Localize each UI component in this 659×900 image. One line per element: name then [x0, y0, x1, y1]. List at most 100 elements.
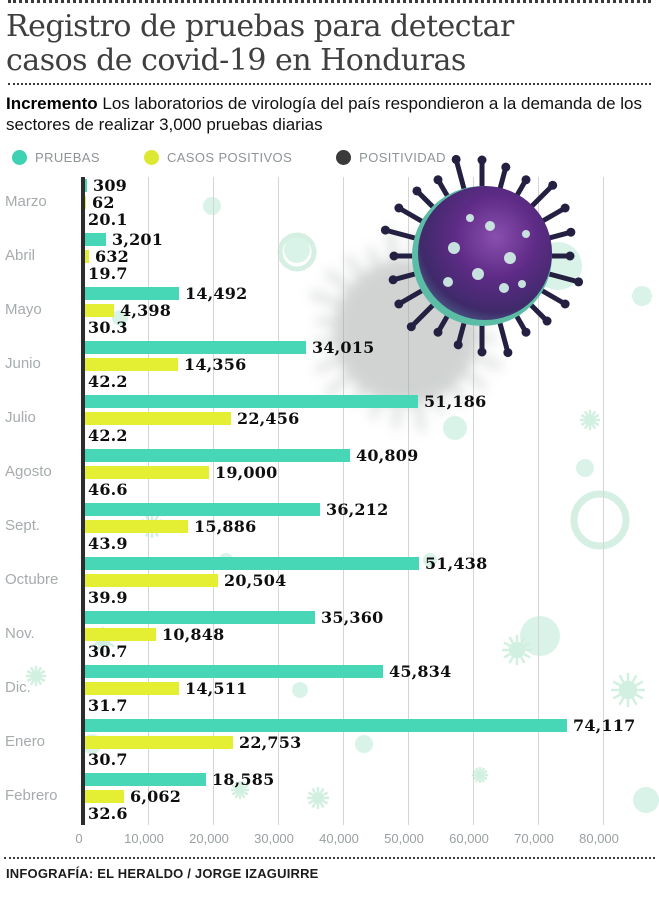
- row-bars: 40,809 19,000 46.6: [85, 446, 659, 499]
- decor-shape: [40, 677, 46, 683]
- pruebas-bar: [85, 611, 315, 625]
- casos-bar-line: 632: [85, 247, 659, 267]
- row-bars: 3,201 632 19.7: [85, 230, 659, 283]
- decor-shape: [243, 791, 249, 796]
- decor-shape: [475, 770, 485, 780]
- decor-shape: [307, 799, 314, 805]
- footer-dotted-rule: [4, 856, 655, 859]
- pruebas-bar: [85, 341, 306, 355]
- grid-line: [148, 176, 149, 825]
- positividad-line: 46.6: [85, 480, 659, 499]
- decor-shape: [241, 793, 246, 799]
- casos-positivos-bar: [85, 250, 89, 264]
- grid-line: [538, 176, 539, 825]
- grid-line: [213, 176, 214, 825]
- virus-shadow-spike: [451, 362, 487, 390]
- pruebas-bar-line: 45,834: [85, 662, 659, 681]
- grid-line: [278, 176, 279, 825]
- casos-bar-line: 6,062: [85, 787, 659, 806]
- chart-subtitle: Incremento Los laboratorios de virología…: [6, 93, 653, 136]
- virus-surface-dot: [485, 221, 495, 231]
- decor-blob: [633, 787, 659, 813]
- bar-value-label: 74,117: [573, 716, 636, 736]
- positividad-line: 32.6: [85, 804, 659, 824]
- positividad-value-label: 42.2: [88, 372, 128, 392]
- decor-blob: [112, 310, 128, 326]
- positividad-value-label: 32.6: [88, 804, 128, 824]
- bar-value-label: 309: [93, 176, 127, 196]
- legend-label: CASOS POSITIVOS: [166, 149, 293, 165]
- bar-value-label: 18,585: [212, 770, 275, 790]
- bar-value-label: 20,504: [224, 571, 287, 591]
- chart-row: Nov. 35,360 10,848 30.7: [0, 608, 659, 663]
- pruebas-bar-line: 51,438: [85, 554, 659, 573]
- decor-shape: [319, 802, 325, 809]
- decor-shape: [307, 791, 314, 797]
- row-bars: 14,492 4,398 30.3: [85, 284, 659, 337]
- bar-value-label: 632: [95, 247, 129, 267]
- casos-positivos-bar: [85, 196, 86, 210]
- decor-shape: [503, 653, 511, 659]
- pruebas-bar-line: 74,117: [85, 716, 659, 736]
- virus-shadow-spike: [325, 364, 363, 396]
- legend-dot-icon: [143, 149, 159, 165]
- row-bars: 18,585 6,062 32.6: [85, 770, 659, 824]
- decor-shape: [474, 767, 479, 772]
- casos-positivos-bar: [85, 682, 179, 696]
- decor-shape: [612, 680, 621, 687]
- chart-row: Sept. 36,212 15,886 43.9: [0, 500, 659, 555]
- virus-spike-knob: [574, 277, 584, 287]
- casos-positivos-bar: [85, 574, 218, 588]
- legend-item: PRUEBAS: [12, 149, 100, 165]
- virus-spike-knob: [521, 327, 531, 337]
- positividad-line: 20.1: [85, 210, 659, 230]
- virus-shadow-spike: [309, 291, 353, 312]
- pruebas-bar-line: 51,186: [85, 392, 659, 411]
- virus-spike-knob: [406, 322, 416, 332]
- virus-spike-knob: [394, 203, 404, 213]
- decor-virus-doodle: [580, 410, 600, 430]
- x-tick-label: 80,000: [579, 830, 619, 846]
- virus-surface-dot: [499, 283, 509, 293]
- decor-shape: [95, 645, 101, 652]
- month-label: Nov.: [5, 624, 35, 642]
- virus-spike-knob: [477, 347, 487, 357]
- month-label: Julio: [5, 408, 36, 426]
- decor-shape: [231, 791, 237, 796]
- virus-shadow-spike: [312, 336, 350, 348]
- bar-value-label: 10,848: [162, 625, 225, 645]
- grid-line: [603, 176, 604, 825]
- decor-shape: [523, 641, 531, 647]
- decor-virus-doodle: [307, 787, 329, 809]
- casos-positivos-bar: [85, 358, 178, 372]
- row-bars: 309 62 20.1: [85, 176, 659, 230]
- decor-shape: [37, 666, 43, 672]
- pruebas-bar: [85, 665, 383, 679]
- pruebas-bar-line: 14,492: [85, 284, 659, 303]
- positividad-value-label: 20.1: [88, 210, 128, 230]
- pruebas-bar: [85, 557, 419, 571]
- decor-shape: [635, 693, 644, 700]
- virus-surface-dot: [472, 268, 484, 280]
- virus-spike-knob: [389, 251, 399, 261]
- casos-bar-line: 10,848: [85, 625, 659, 645]
- virus-spike-knob: [503, 348, 513, 358]
- bar-value-label: 3,201: [112, 230, 164, 250]
- positividad-line: 30.7: [85, 642, 659, 662]
- legend-label: PRUEBAS: [35, 149, 100, 165]
- top-dotted-rule: [8, 0, 651, 3]
- bar-value-label: 62: [92, 193, 115, 213]
- chart-row: Mayo 14,492 4,398 30.3: [0, 284, 659, 339]
- positividad-value-label: 39.9: [88, 588, 128, 608]
- decor-shape: [322, 799, 329, 805]
- chart-row: Abril 3,201 632 19.7: [0, 230, 659, 285]
- positividad-value-label: 31.7: [88, 696, 128, 716]
- chart-row: Enero 74,117 22,753 30.7: [0, 716, 659, 771]
- pruebas-bar: [85, 449, 350, 463]
- decor-virus-doodle: [231, 781, 249, 799]
- virus-spike-knob: [501, 162, 511, 172]
- footer: INFOGRAFÍA: EL HERALDO / JORGE IZAGUIRRE: [0, 856, 659, 881]
- virus-spike-knob: [521, 175, 531, 185]
- positividad-value-label: 30.7: [88, 642, 128, 662]
- casos-bar-line: 20,504: [85, 571, 659, 591]
